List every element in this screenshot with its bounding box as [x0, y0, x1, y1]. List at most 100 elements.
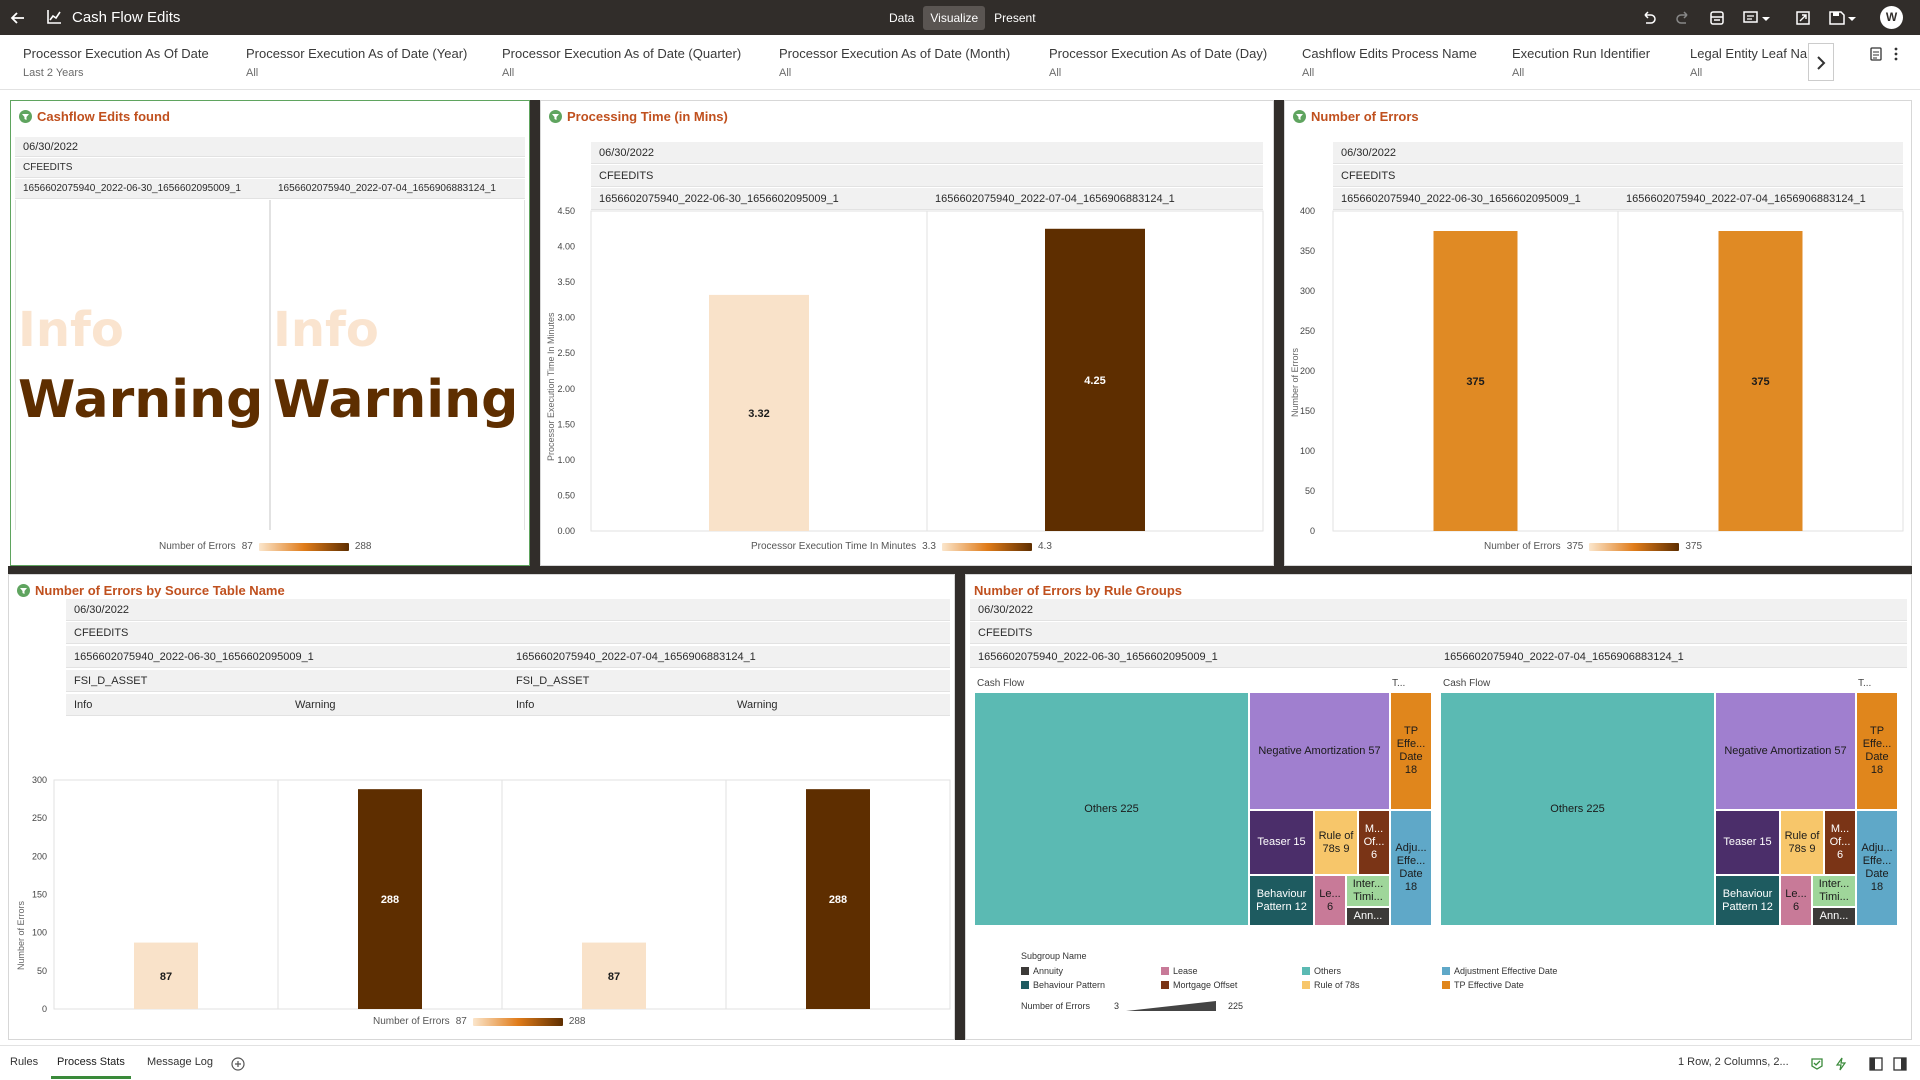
mode-present-tab[interactable]: Present: [994, 11, 1036, 25]
tile-tp-effective-date[interactable]: TP Effe... Date 18: [1390, 692, 1432, 810]
color-legend: Number of Errors 375 375: [1484, 541, 1702, 552]
filter-settings-icon[interactable]: [1868, 46, 1884, 62]
redo-icon[interactable]: [1674, 9, 1692, 27]
legend-item-annuity[interactable]: Annuity: [1021, 966, 1063, 976]
bar[interactable]: [582, 942, 646, 1009]
panel-title: Number of Errors by Rule Groups: [974, 583, 1182, 598]
size-legend-wedge: [1126, 1001, 1216, 1011]
y-tick-label: 100: [1300, 446, 1315, 456]
tile-teaser[interactable]: Teaser 15: [1249, 810, 1314, 875]
tile-lease[interactable]: Le... 6: [1314, 875, 1346, 926]
number-of-errors-panel[interactable]: Number of Errors 06/30/2022 CFEEDITS 165…: [1284, 100, 1912, 566]
tile-others[interactable]: Others 225: [1440, 692, 1715, 926]
warning-word[interactable]: Warning: [273, 370, 519, 430]
filter-run-identifier[interactable]: Execution Run Identifier All: [1512, 46, 1650, 79]
bar[interactable]: [358, 789, 422, 1009]
subgroup-header: Warning: [295, 699, 336, 711]
tile-adjustment-effective-date[interactable]: Adju... Effe... Date 18: [1390, 810, 1432, 926]
tile-rule-of-78s[interactable]: Rule of 78s 9: [1780, 810, 1824, 875]
export-icon[interactable]: [1794, 9, 1812, 27]
bar[interactable]: [806, 789, 870, 1009]
filter-legal-entity[interactable]: Legal Entity Leaf Na All: [1690, 46, 1807, 79]
tile-negative-amortization[interactable]: Negative Amortization 57: [1249, 692, 1390, 810]
filter-month[interactable]: Processor Execution As of Date (Month) A…: [779, 46, 1010, 79]
legend-item-behaviour-pattern[interactable]: Behaviour Pattern: [1021, 980, 1105, 990]
legend-item-mortgage-offset[interactable]: Mortgage Offset: [1161, 980, 1237, 990]
bar[interactable]: [1718, 231, 1803, 531]
undo-icon[interactable]: [1640, 9, 1658, 27]
tab-process-stats[interactable]: Process Stats: [51, 1056, 131, 1079]
errors-by-rule-groups-panel[interactable]: Number of Errors by Rule Groups 06/30/20…: [965, 574, 1912, 1040]
y-tick-label: 1.50: [557, 419, 575, 429]
mode-visualize-tab[interactable]: Visualize: [923, 6, 986, 30]
tile-teaser[interactable]: Teaser 15: [1715, 810, 1780, 875]
cashflow-edits-panel[interactable]: Cashflow Edits found 06/30/2022 CFEEDITS…: [10, 100, 530, 566]
filter-funnel-icon: [17, 584, 30, 597]
auto-apply-icon[interactable]: [1834, 1057, 1848, 1071]
toggle-left-panel-icon[interactable]: [1869, 1057, 1883, 1071]
legend-item-others[interactable]: Others: [1302, 966, 1341, 976]
warning-word[interactable]: Warning: [18, 370, 264, 430]
filter-name: Processor Execution As of Date (Year): [246, 46, 468, 61]
tile-annuity[interactable]: Ann...: [1812, 907, 1856, 926]
tile-mortgage-offset[interactable]: M... Of... 6: [1358, 810, 1390, 875]
bar[interactable]: [1045, 228, 1145, 531]
tab-message-log[interactable]: Message Log: [147, 1056, 214, 1068]
legend-item-adjustment-effective-date[interactable]: Adjustment Effective Date: [1442, 966, 1557, 976]
process-header: CFEEDITS: [599, 170, 654, 182]
data-quality-icon[interactable]: [1810, 1057, 1824, 1071]
tile-annuity[interactable]: Ann...: [1346, 907, 1390, 926]
y-tick-label: 200: [32, 851, 47, 861]
tile-lease[interactable]: Le... 6: [1780, 875, 1812, 926]
filter-day[interactable]: Processor Execution As of Date (Day) All: [1049, 46, 1267, 79]
save-menu-icon[interactable]: [1828, 9, 1858, 27]
filter-name: Processor Execution As of Date (Day): [1049, 46, 1268, 61]
more-options-icon[interactable]: [1892, 46, 1900, 62]
errors-by-source-panel[interactable]: Number of Errors by Source Table Name 06…: [8, 574, 955, 1040]
bar[interactable]: [709, 294, 809, 531]
bar[interactable]: [134, 942, 198, 1009]
tile-interest-timing[interactable]: Inter... Timi...: [1812, 875, 1856, 907]
filter-value: All: [1690, 67, 1703, 79]
info-word[interactable]: Info: [273, 302, 379, 358]
panel-title: Processing Time (in Mins): [549, 109, 728, 124]
tile-tp-effective-date[interactable]: TP Effe... Date 18: [1856, 692, 1898, 810]
tile-mortgage-offset[interactable]: M... Of... 6: [1824, 810, 1856, 875]
legend-item-rule-of-78s[interactable]: Rule of 78s: [1302, 980, 1360, 990]
color-legend: Processor Execution Time In Minutes 3.3 …: [751, 541, 1052, 552]
add-canvas-icon[interactable]: [231, 1057, 245, 1071]
y-tick-label: 400: [1300, 206, 1315, 216]
legend-max: 288: [568, 1016, 586, 1027]
back-arrow-icon[interactable]: [8, 8, 28, 28]
panel-title-text: Number of Errors: [1311, 109, 1419, 124]
legend-item-lease[interactable]: Lease: [1161, 966, 1198, 976]
filter-year[interactable]: Processor Execution As of Date (Year) Al…: [246, 46, 467, 79]
tile-negative-amortization[interactable]: Negative Amortization 57: [1715, 692, 1856, 810]
filter-name: Processor Execution As of Date (Quarter): [502, 46, 742, 61]
tile-behaviour-pattern[interactable]: Behaviour Pattern 12: [1715, 875, 1780, 926]
bar[interactable]: [1433, 231, 1518, 531]
mode-data-tab[interactable]: Data: [889, 11, 915, 25]
filter-quarter[interactable]: Processor Execution As of Date (Quarter)…: [502, 46, 741, 79]
comments-menu-icon[interactable]: [1742, 9, 1772, 27]
info-word[interactable]: Info: [18, 302, 124, 358]
filter-process-name[interactable]: Cashflow Edits Process Name All: [1302, 46, 1477, 79]
tile-rule-of-78s[interactable]: Rule of 78s 9: [1314, 810, 1358, 875]
filter-name: Processor Execution As Of Date: [23, 46, 209, 61]
tile-interest-timing[interactable]: Inter... Timi...: [1346, 875, 1390, 907]
header-row: 06/30/2022: [1333, 142, 1903, 164]
tile-adjustment-effective-date[interactable]: Adju... Effe... Date 18: [1856, 810, 1898, 926]
header-row: 06/30/2022: [591, 142, 1263, 164]
tile-others[interactable]: Others 225: [974, 692, 1249, 926]
filter-scroll-right-button[interactable]: [1808, 43, 1834, 81]
processing-time-panel[interactable]: Processing Time (in Mins) 06/30/2022 CFE…: [540, 100, 1274, 566]
toggle-right-panel-icon[interactable]: [1893, 1057, 1907, 1071]
filter-as-of-date[interactable]: Processor Execution As Of Date Last 2 Ye…: [23, 46, 209, 79]
filter-value: All: [1512, 67, 1525, 79]
user-avatar[interactable]: W: [1880, 6, 1903, 29]
tile-behaviour-pattern[interactable]: Behaviour Pattern 12: [1249, 875, 1314, 926]
tab-rules[interactable]: Rules: [10, 1056, 39, 1068]
process-header: CFEEDITS: [1341, 170, 1396, 182]
data-panel-icon[interactable]: [1708, 9, 1726, 27]
legend-item-tp-effective-date[interactable]: TP Effective Date: [1442, 980, 1524, 990]
